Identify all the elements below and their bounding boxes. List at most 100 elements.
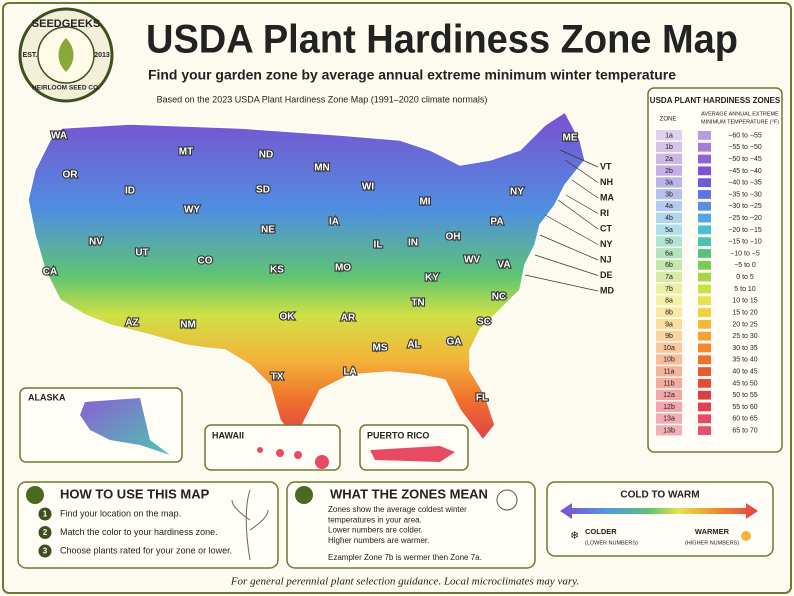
zone-label: 10a bbox=[663, 345, 675, 352]
state-label: NV bbox=[89, 237, 103, 248]
zone-swatch bbox=[698, 331, 711, 341]
zone-swatch bbox=[698, 166, 711, 176]
zone-cell bbox=[656, 248, 682, 259]
state-label: WV bbox=[464, 255, 480, 266]
state-label: AL bbox=[407, 340, 420, 351]
zone-range: 10 to 15 bbox=[732, 298, 757, 305]
zone-label: 7a bbox=[665, 274, 673, 281]
step-text: Match the color to your hardiness zone. bbox=[60, 527, 218, 537]
zone-label: 1b bbox=[665, 144, 673, 151]
state-label: ND bbox=[259, 150, 273, 161]
zone-cell bbox=[656, 259, 682, 271]
state-label: VA bbox=[497, 260, 510, 271]
zone-cell bbox=[656, 165, 682, 176]
zone-label: 5a bbox=[665, 227, 673, 234]
colder-label: COLDER bbox=[585, 527, 617, 536]
step-text: Choose plants rated for your zone or low… bbox=[60, 545, 232, 555]
zone-header: ZONE bbox=[660, 117, 677, 123]
state-label: MI bbox=[419, 197, 430, 208]
logo-est: EST. bbox=[23, 52, 38, 59]
state-label: OH bbox=[446, 232, 461, 243]
legend-box bbox=[647, 87, 783, 453]
legend-title: USDA PLANT HARDINESS ZONES bbox=[650, 96, 781, 105]
zone-cell bbox=[656, 177, 682, 188]
zone-cell bbox=[656, 153, 682, 164]
zones-mean-text: Zones show the average coldest wintertem… bbox=[328, 505, 467, 545]
zone-cell bbox=[656, 189, 682, 200]
state-label: IA bbox=[329, 217, 339, 228]
zone-range: 45 to 50 bbox=[732, 380, 757, 387]
zone-range: −55 to −50 bbox=[728, 144, 762, 151]
state-label: KS bbox=[270, 265, 284, 276]
callout-line bbox=[565, 194, 599, 214]
state-label: SC bbox=[477, 317, 491, 328]
how-to-title: HOW TO USE THIS MAP bbox=[60, 486, 210, 501]
hawaii-inset bbox=[204, 424, 341, 471]
state-label: IL bbox=[374, 240, 383, 251]
zone-range: −40 to −35 bbox=[728, 180, 762, 187]
zone-cell bbox=[656, 295, 682, 306]
zone-swatch bbox=[698, 237, 711, 247]
zones-line: Zones show the average coldest winter bbox=[328, 505, 467, 514]
legend-rows: 1a −60 to −55 1b −55 to −50 2a −50 to −45 2b −4… bbox=[656, 130, 762, 436]
source: Based on the 2023 USDA Plant Hardiness Z… bbox=[157, 94, 488, 104]
zone-range: 25 to 30 bbox=[732, 333, 757, 340]
zone-cell bbox=[656, 283, 682, 294]
zone-range: −35 to −30 bbox=[728, 191, 762, 198]
callout-label: MA bbox=[600, 192, 614, 202]
zone-label: 6a bbox=[665, 250, 673, 257]
zone-range: −30 to −25 bbox=[728, 203, 762, 210]
cold-warm-title: COLD TO WARM bbox=[620, 490, 699, 501]
footer: For general perennial plant selection gu… bbox=[230, 576, 579, 588]
zone-swatch bbox=[698, 284, 711, 294]
state-label: NY bbox=[510, 187, 524, 198]
cold-warm-panel bbox=[546, 481, 774, 557]
zone-swatch bbox=[698, 249, 711, 258]
zone-cell bbox=[656, 141, 682, 153]
zone-range: 55 to 60 bbox=[732, 404, 757, 411]
zone-swatch bbox=[698, 296, 711, 306]
zone-label: 12b bbox=[663, 404, 675, 411]
callout-label: NJ bbox=[600, 254, 612, 264]
state-label: AR bbox=[341, 313, 356, 324]
zone-swatch bbox=[698, 319, 711, 329]
state-label: MS bbox=[373, 343, 388, 354]
callout-line bbox=[524, 274, 599, 292]
zones-line: Higher numbers are warmer. bbox=[328, 536, 429, 545]
state-label: WA bbox=[51, 131, 67, 142]
hawaii-shape bbox=[257, 447, 329, 469]
state-label: MT bbox=[179, 147, 193, 158]
step-text: Find your location on the map. bbox=[60, 508, 181, 518]
temp-header: AVERAGE ANNUAL EXTREME bbox=[701, 111, 779, 117]
state-label: GA bbox=[447, 337, 462, 348]
inset-label: HAWAII bbox=[212, 430, 244, 440]
zone-swatch bbox=[698, 201, 711, 211]
zone-cell bbox=[656, 236, 682, 247]
zone-cell bbox=[656, 401, 682, 412]
zone-swatch bbox=[698, 142, 711, 152]
how-to-steps: 1 Find your location on the map. 2 Match th… bbox=[38, 507, 232, 558]
zone-range: −15 to −10 bbox=[728, 239, 762, 246]
colder-note: (LOWER NUMBERS) bbox=[585, 540, 638, 546]
zone-label: 8b bbox=[665, 309, 673, 316]
callout-label: RI bbox=[600, 208, 609, 218]
zone-range: 20 to 25 bbox=[732, 321, 757, 328]
zone-label: 5b bbox=[665, 239, 673, 246]
callout-line bbox=[559, 149, 599, 168]
zone-swatch bbox=[698, 414, 711, 424]
zones-line: Lower numbers are colder. bbox=[328, 526, 423, 535]
step-number: 3 bbox=[43, 547, 48, 556]
zone-range: −25 to −20 bbox=[728, 215, 762, 222]
step-badge bbox=[38, 507, 52, 521]
zone-range: 50 to 55 bbox=[732, 392, 757, 399]
zone-range: −60 to −55 bbox=[728, 132, 762, 139]
sun-icon bbox=[741, 531, 751, 541]
zone-cell bbox=[656, 307, 682, 318]
state-label: OR bbox=[63, 170, 79, 181]
zone-swatch bbox=[698, 390, 711, 400]
zone-cell bbox=[656, 224, 682, 235]
zone-swatch bbox=[698, 260, 711, 270]
puerto-rico-shape bbox=[370, 446, 455, 462]
zone-swatch bbox=[698, 190, 711, 199]
